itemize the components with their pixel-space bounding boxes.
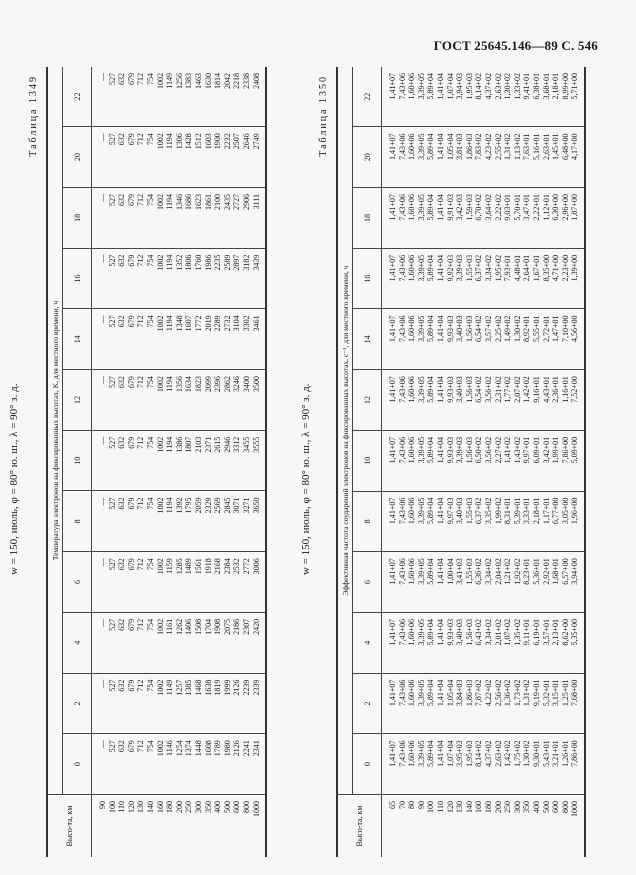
column-header: 0 <box>62 733 92 795</box>
data-column: 1,41+07 7,43+06 1,60+06 3,39+05 5,89+04 … <box>381 430 585 492</box>
column-header: 10 <box>62 430 92 491</box>
data-column: — 527 632 679 712 754 1002 1149 1257 138… <box>91 673 267 734</box>
data-column: 1,41+07 7,43+06 1,60+06 3,39+05 5,89+04 … <box>381 369 585 431</box>
row-header: Высо-та, км <box>337 794 382 857</box>
data-column: — 527 632 679 712 754 1002 1194 1386 180… <box>91 430 267 491</box>
data-column: 1,41+07 7,43+06 1,60+06 3,39+05 5,89+04 … <box>381 126 585 188</box>
column-header: 22 <box>62 67 92 127</box>
column-header: 2 <box>62 673 92 734</box>
data-column: — 527 632 679 712 754 1002 1194 1392 179… <box>91 490 267 552</box>
table-1350-block: Таблица 1350 w = 150, июль, φ = 80° ю. ш… <box>300 67 600 875</box>
table-caption: w = 150, июль, φ = 80° ю. ш., λ = 90° з.… <box>300 383 312 575</box>
super-header: Эффективная частота соударений электроно… <box>337 67 353 795</box>
height-column: 65 70 80 90 100 110 120 130 140 160 180 … <box>381 794 585 857</box>
data-column: — 527 632 679 712 754 1002 1159 1285 148… <box>91 551 267 613</box>
column-header: 22 <box>352 67 382 127</box>
column-header: 20 <box>352 126 382 188</box>
data-column: — 527 632 679 712 754 1002 1194 1352 180… <box>91 248 267 309</box>
data-column: 1,41+07 7,43+06 1,60+06 3,39+05 5,89+04 … <box>381 309 585 370</box>
data-column: — 527 632 679 712 754 1002 1194 1346 168… <box>91 187 267 249</box>
rotated-page: Таблица 1349 w = 150, июль, φ = 80° ю. ш… <box>0 55 600 875</box>
column-header: 10 <box>352 430 382 492</box>
column-header: 4 <box>62 612 92 674</box>
column-header: 6 <box>352 551 382 613</box>
column-header: 8 <box>62 490 92 552</box>
table-label: Таблица 1350 <box>318 75 329 157</box>
data-column: 1,41+07 7,43+06 1,60+06 3,39+05 5,89+04 … <box>381 491 585 552</box>
data-column: 1,41+07 7,43+06 1,60+06 3,39+05 5,89+04 … <box>381 612 585 674</box>
data-column: 1,41+07 7,43+06 1,60+06 3,39+05 5,89+04 … <box>381 673 585 734</box>
column-header: 8 <box>352 491 382 552</box>
height-column: 90 100 110 120 130 140 160 180 200 250 3… <box>91 794 267 857</box>
data-column: 1,41+07 7,43+06 1,60+06 3,39+05 5,89+04 … <box>381 551 585 613</box>
data-column: — 527 632 679 712 754 1002 1194 1306 142… <box>91 126 267 188</box>
data-column: — 527 632 679 712 754 1002 1146 1254 137… <box>91 733 267 795</box>
column-header: 18 <box>62 187 92 249</box>
column-header: 14 <box>62 308 92 370</box>
table-1349-block: Таблица 1349 w = 150, июль, φ = 80° ю. ш… <box>8 67 298 875</box>
column-header: 12 <box>62 369 92 431</box>
column-header: 0 <box>352 733 382 795</box>
data-column: 1,41+07 7,43+06 1,60+06 3,39+05 5,89+04 … <box>381 187 585 249</box>
data-column: 1,41+07 7,43+06 1,60+06 3,39+05 5,89+04 … <box>381 248 585 309</box>
column-header: 16 <box>352 248 382 309</box>
column-header: 2 <box>352 673 382 734</box>
column-header: 12 <box>352 369 382 431</box>
table-caption: w = 150, июль, φ = 80° ю. ш., λ = 90° з.… <box>8 383 20 575</box>
column-header: 16 <box>62 248 92 309</box>
data-column: — 527 632 679 712 754 1002 1161 1262 140… <box>91 612 267 674</box>
column-header: 6 <box>62 551 92 613</box>
column-header: 20 <box>62 126 92 188</box>
data-column: 1,41+07 7,43+06 1,60+06 3,39+05 5,89+04 … <box>381 733 585 795</box>
table-label: Таблица 1349 <box>28 75 39 157</box>
column-header: 14 <box>352 309 382 370</box>
data-column: 1,41+07 7,43+06 1,60+06 3,39+05 5,89+04 … <box>388 73 580 100</box>
data-column: — 527 632 679 712 754 1002 1194 1348 160… <box>91 308 267 370</box>
row-header: Высо-та, км <box>47 794 92 857</box>
data-column: — 527 632 679 712 754 1002 1149 1256 138… <box>98 73 261 89</box>
data-column: — 527 632 679 712 754 1002 1194 1356 163… <box>91 369 267 431</box>
column-header: 18 <box>352 187 382 249</box>
super-header: Температура электронов на фиксированных … <box>47 67 63 795</box>
column-header: 4 <box>352 612 382 674</box>
page-header: ГОСТ 25645.146—89 С. 546 <box>433 38 598 53</box>
temperature-table: Высо-та, км Температура электронов на фи… <box>46 67 268 857</box>
collision-frequency-table: Высо-та, км Эффективная частота соударен… <box>336 67 586 857</box>
